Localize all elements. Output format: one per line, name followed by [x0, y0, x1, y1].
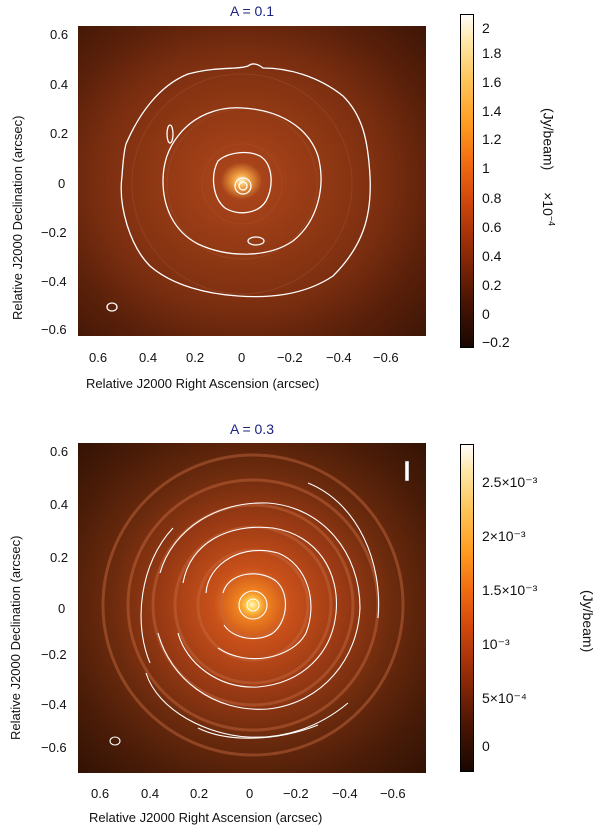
x-tick: 0	[238, 350, 246, 365]
x-tick: −0.6	[380, 786, 406, 801]
y-tick: 0.2	[50, 126, 69, 141]
y-tick: 0.4	[50, 77, 69, 92]
core-contour	[238, 590, 268, 620]
map-background	[78, 26, 426, 336]
x-axis-label: Relative J2000 Right Ascension (arcsec)	[86, 376, 320, 391]
colorbar-tick: 0.6	[482, 219, 502, 235]
ring-contour-2	[205, 549, 312, 660]
intensity-map	[78, 26, 426, 336]
inner-contour	[212, 151, 272, 214]
intensity-map	[78, 443, 426, 773]
beam-ellipse	[106, 302, 118, 312]
y-tick: −0.2	[41, 225, 67, 240]
y-tick: −0.2	[41, 647, 67, 662]
colorbar-unit-label: (Jy/beam)	[580, 590, 596, 652]
colorbar-tick: 0.2	[482, 277, 502, 293]
y-tick: 0.2	[50, 550, 69, 565]
contours	[106, 63, 371, 312]
beam-ellipse	[109, 736, 121, 746]
ring-contour-1	[222, 573, 286, 640]
x-tick: 0.2	[186, 350, 205, 365]
y-tick: −0.6	[41, 322, 67, 337]
colorbar-tick: −0.2	[482, 334, 510, 350]
colorbar-unit-label: (Jy/beam) ×10−4	[540, 108, 557, 226]
map-background	[78, 443, 426, 773]
colorbar-tick: 2×10⁻³	[482, 528, 526, 544]
ring-contour-4	[157, 502, 361, 710]
colorbar-tick: 0	[482, 306, 490, 322]
colorbar-tick: 5×10⁻⁴	[482, 690, 527, 706]
x-axis-label: Relative J2000 Right Ascension (arcsec)	[89, 810, 323, 825]
x-tick: −0.4	[326, 350, 352, 365]
panel-a03: A = 0.3	[0, 418, 600, 833]
y-tick: 0.6	[50, 444, 69, 459]
colorbar-tick: 2	[482, 20, 490, 36]
core-contour	[246, 598, 260, 612]
marker-bar	[404, 460, 410, 482]
outer-contour	[120, 63, 371, 298]
panel-title: A = 0.3	[230, 421, 274, 437]
colorbar-tick: 1.8	[482, 45, 502, 61]
y-tick: 0.4	[50, 497, 69, 512]
colorbar-tick: 0.8	[482, 190, 502, 206]
panel-a01: A = 0.1 Relativ	[0, 0, 600, 400]
ring-contour-3	[177, 526, 338, 688]
x-tick: 0.6	[89, 350, 108, 365]
colorbar-tick: 1.2	[482, 131, 502, 147]
x-tick: −0.2	[277, 350, 303, 365]
colorbar-tick: 0.4	[482, 248, 502, 264]
knot-contour	[166, 124, 174, 144]
colorbar-exponent: ×10−4	[540, 192, 557, 227]
x-tick: 0.2	[190, 786, 209, 801]
colorbar-tick: 0	[482, 738, 490, 754]
colorbar-tick: 1.6	[482, 74, 502, 90]
x-tick: −0.6	[373, 350, 399, 365]
ring-contour-6	[145, 672, 349, 738]
colorbar	[460, 14, 474, 348]
colorbar	[460, 444, 474, 772]
y-tick: −0.6	[41, 740, 67, 755]
y-tick: 0.6	[50, 27, 69, 42]
colorbar-unit: (Jy/beam)	[580, 590, 596, 653]
knot-contour	[247, 236, 265, 246]
y-axis-label: Relative J2000 Declination (arcsec)	[8, 535, 23, 740]
core-contour-2	[238, 181, 248, 191]
y-tick: −0.4	[41, 274, 67, 289]
y-tick: −0.4	[41, 697, 67, 712]
mid-contour	[162, 107, 322, 255]
panel-title: A = 0.1	[230, 3, 274, 19]
colorbar-tick: 2.5×10⁻³	[482, 474, 538, 490]
x-tick: 0	[246, 786, 254, 801]
x-tick: 0.4	[139, 350, 158, 365]
x-tick: 0.4	[141, 786, 160, 801]
colorbar-tick: 10⁻³	[482, 636, 510, 652]
x-tick: 0.6	[91, 786, 110, 801]
contours	[109, 482, 380, 746]
y-tick: 0	[58, 176, 66, 191]
colorbar-tick: 1.4	[482, 103, 502, 119]
x-tick: −0.2	[283, 786, 309, 801]
y-tick: 0	[58, 601, 66, 616]
colorbar-tick: 1	[482, 160, 490, 176]
colorbar-tick: 1.5×10⁻³	[482, 582, 538, 598]
x-tick: −0.4	[332, 786, 358, 801]
core-contour-1	[234, 177, 252, 195]
colorbar-unit: (Jy/beam)	[540, 108, 557, 171]
y-axis-label: Relative J2000 Declination (arcsec)	[10, 115, 25, 320]
ring-contour-5	[140, 482, 380, 739]
